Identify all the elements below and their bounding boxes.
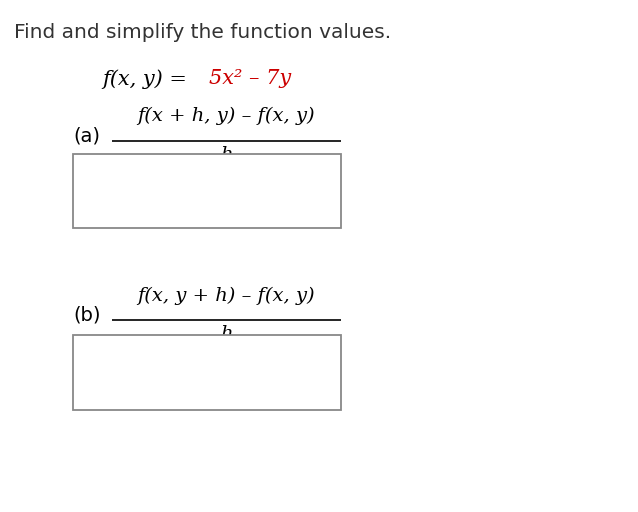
Text: (b): (b) <box>73 305 101 325</box>
Text: h: h <box>220 325 233 343</box>
Text: (a): (a) <box>73 126 100 145</box>
Text: 5x² – 7y: 5x² – 7y <box>209 69 292 88</box>
Bar <box>73 154 341 228</box>
Text: f(x, y) =: f(x, y) = <box>102 69 193 89</box>
Text: f(x + h, y) – f(x, y): f(x + h, y) – f(x, y) <box>138 107 315 125</box>
Bar <box>73 335 341 410</box>
Text: f(x, y + h) – f(x, y): f(x, y + h) – f(x, y) <box>138 286 315 305</box>
Text: h: h <box>220 146 233 164</box>
Text: Find and simplify the function values.: Find and simplify the function values. <box>14 23 391 42</box>
